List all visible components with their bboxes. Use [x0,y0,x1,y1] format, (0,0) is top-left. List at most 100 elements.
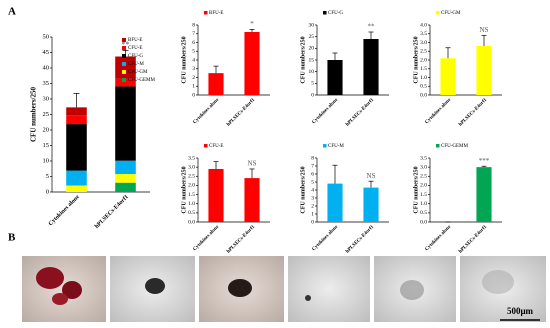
scale-bar-label: 500μm [507,306,534,316]
y-tick-label: 1.0 [188,201,195,207]
y-tick-label: 0.0 [188,219,195,225]
panel-label: A [8,6,16,18]
legend-label: CFU-GM [128,70,148,75]
x-tick-label: Cytokines alone [193,97,221,125]
y-tick-label: 0 [46,188,49,195]
y-tick-label: 40 [43,64,50,71]
legend-swatch [122,38,126,42]
y-tick-label: 6 [192,40,195,46]
y-tick-label: 0.0 [420,219,427,225]
x-tick-label: Cytokines alone [48,194,81,227]
y-tick-label: 5 [192,49,195,55]
y-axis-label: CFU numbers/250 [300,166,306,213]
legend-swatch [204,144,208,148]
y-tick-label: 30 [309,22,315,28]
y-tick-label: 3.5 [420,31,427,37]
legend-label: CFU-E [209,144,223,149]
bar-segment [66,185,87,192]
y-axis-label: CFU numbers/250 [181,36,187,83]
bar [327,60,343,95]
x-tick-label: hPLSECs-E4orf1 [458,224,488,254]
x-tick-label: Cytokines alone [312,97,340,125]
bar-segment [115,182,136,192]
y-tick-label: 1.5 [420,192,427,198]
y-tick-label: 6 [311,171,314,177]
legend-swatch [122,62,126,66]
bar [208,73,224,95]
colony [228,279,252,297]
y-tick-label: 2.0 [420,57,427,63]
x-tick-label: hPLSECs-E4orf1 [458,97,488,127]
bar [244,32,260,95]
bar [440,58,456,95]
x-tick-label: hPLSECs-E4orf1 [226,224,256,254]
x-tick-label: hPLSECs-E4orf1 [226,97,256,127]
legend-label: BFU-E [128,38,142,43]
significance-label: ** [368,23,376,31]
y-tick-label: 35 [43,80,50,87]
significance-label: * [250,20,254,28]
bar [327,183,343,222]
legend-swatch [323,11,327,15]
x-tick-label: hPLSECs-E4orf1 [94,194,130,230]
bar-segment [115,86,136,161]
y-axis-label: CFU numbers/250 [413,36,419,83]
legend-label: CFU-G [128,54,143,59]
x-tick-label: Cytokines alone [312,224,340,252]
y-tick-label: 7 [192,31,195,37]
y-tick-label: 45 [43,49,50,56]
y-tick-label: 20 [43,126,50,133]
bar-segment [66,107,87,116]
y-tick-label: 4.0 [420,22,427,28]
y-tick-label: 1 [311,211,314,217]
y-tick-label: 50 [43,33,50,40]
legend-label: CFU-G [328,11,343,16]
y-tick-label: 2.0 [188,183,195,189]
y-tick-label: 0 [311,219,314,225]
bar-segment [115,78,136,87]
y-axis-label: CFU numbers/250 [413,166,419,213]
legend-swatch [122,54,126,58]
y-tick-label: 15 [309,57,315,63]
colony [400,280,424,300]
y-tick-label: 8 [192,22,195,28]
y-tick-label: 20 [309,46,315,52]
y-axis-label: CFU numbers/250 [181,166,187,213]
y-axis-label: CFU numbers/250 [30,86,38,142]
legend-swatch [122,70,126,74]
y-tick-label: 0 [311,92,314,98]
legend-label: CFU-M [128,62,144,67]
bar [208,168,224,222]
legend-swatch [122,78,126,82]
y-tick-label: 3.0 [420,40,427,46]
legend-swatch [204,11,208,15]
y-tick-label: 4 [192,57,195,63]
y-tick-label: 1.0 [420,201,427,207]
colony [52,293,68,305]
y-tick-label: 0.5 [420,84,427,90]
colony [36,267,64,289]
significance-label: NS [248,160,257,168]
bar-segment [66,124,87,171]
x-tick-label: Cytokines alone [425,97,453,125]
x-tick-label: Cytokines alone [425,224,453,252]
y-tick-label: 3 [311,195,314,201]
colony [305,295,311,301]
y-tick-label: 15 [43,142,50,149]
y-tick-label: 3.5 [420,155,427,161]
x-tick-label: hPLSECs-E4orf1 [345,97,375,127]
y-tick-label: 2.5 [420,174,427,180]
y-tick-label: 1.5 [188,192,195,198]
legend-label: BFU-E [209,11,223,16]
bar-segment [115,160,136,175]
significance-label: ** [122,40,130,49]
y-tick-label: 10 [309,69,315,75]
legend-label: CFU-GEMM [441,144,469,149]
y-tick-label: 2 [311,203,314,209]
legend-label: CFU-GEMM [128,78,156,83]
y-tick-label: 4 [311,187,314,193]
y-tick-label: 2.0 [420,183,427,189]
bar [476,167,492,222]
y-tick-label: 5 [46,173,49,180]
